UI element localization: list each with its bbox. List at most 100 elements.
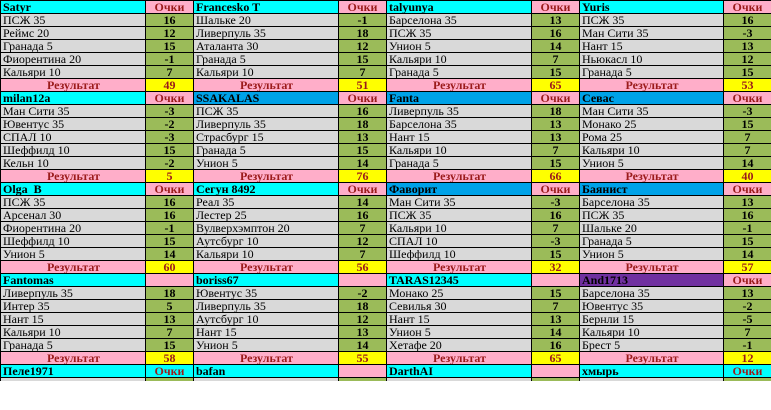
- team-pick-cell[interactable]: Гранада 5: [0, 338, 146, 352]
- points-value-cell[interactable]: 16: [531, 338, 580, 352]
- result-total-cell[interactable]: 60: [145, 260, 194, 274]
- team-pick-cell[interactable]: Гранада 5: [579, 65, 724, 79]
- points-value-cell[interactable]: -3: [145, 104, 194, 118]
- team-pick-cell[interactable]: Гранада 5: [0, 39, 146, 53]
- player-name-cell[interactable]: And1713: [579, 273, 724, 287]
- team-pick-cell[interactable]: Реймс 20: [0, 26, 146, 40]
- result-label-cell[interactable]: Результат: [579, 260, 724, 274]
- points-value-cell[interactable]: 7: [531, 52, 580, 66]
- points-value-cell[interactable]: 13: [338, 325, 387, 339]
- player-name-cell[interactable]: Francesko T: [193, 0, 339, 14]
- result-label-cell[interactable]: Результат: [193, 351, 339, 365]
- team-pick-cell[interactable]: Барселона 35: [579, 195, 724, 209]
- points-value-cell[interactable]: 13: [531, 13, 580, 27]
- player-name-cell[interactable]: Баянист: [579, 182, 724, 196]
- team-pick-cell[interactable]: Фиорентина 20: [0, 52, 146, 66]
- points-value-cell[interactable]: 7: [723, 130, 771, 144]
- team-pick-cell[interactable]: Вулверхэмптон 20: [193, 221, 339, 235]
- team-pick-cell[interactable]: Брест 5: [579, 338, 724, 352]
- team-pick-cell[interactable]: Кальяри 10: [386, 221, 532, 235]
- team-pick-cell[interactable]: Унион 5: [193, 156, 339, 170]
- result-total-cell[interactable]: 55: [338, 351, 387, 365]
- result-total-cell[interactable]: 53: [723, 78, 771, 92]
- result-label-cell[interactable]: Результат: [0, 351, 146, 365]
- points-value-cell[interactable]: 14: [723, 247, 771, 261]
- result-total-cell[interactable]: 12: [723, 351, 771, 365]
- team-pick-cell[interactable]: Севилья 30: [386, 299, 532, 313]
- team-pick-cell[interactable]: Унион 5: [193, 338, 339, 352]
- result-label-cell[interactable]: Результат: [579, 78, 724, 92]
- points-value-cell[interactable]: 16: [338, 208, 387, 222]
- team-pick-cell[interactable]: Ливерпуль 35: [193, 117, 339, 131]
- points-header-cell[interactable]: Очки: [723, 0, 771, 14]
- result-total-cell[interactable]: 58: [145, 351, 194, 365]
- points-value-cell[interactable]: 15: [531, 286, 580, 300]
- points-value-cell[interactable]: 12: [723, 52, 771, 66]
- points-header-cell[interactable]: Очки: [723, 91, 771, 105]
- team-pick-cell[interactable]: Шальке 20: [193, 13, 339, 27]
- team-pick-cell[interactable]: Нант 15: [193, 325, 339, 339]
- points-header-cell[interactable]: Очки: [145, 364, 194, 378]
- team-pick-cell[interactable]: Бернли 15: [579, 312, 724, 326]
- result-total-cell[interactable]: 49: [145, 78, 194, 92]
- team-pick-cell[interactable]: Ливерпуль 35: [0, 286, 146, 300]
- points-value-cell[interactable]: -1: [145, 221, 194, 235]
- team-pick-cell[interactable]: ПСЖ 35: [0, 13, 146, 27]
- points-value-cell[interactable]: -3: [723, 104, 771, 118]
- team-pick-cell[interactable]: Ливерпуль 35: [386, 104, 532, 118]
- player-name-cell[interactable]: Пеле1971: [0, 364, 146, 378]
- points-value-cell[interactable]: -3: [145, 130, 194, 144]
- points-header-cell[interactable]: Очки: [531, 91, 580, 105]
- player-name-cell[interactable]: Yuris: [579, 0, 724, 14]
- team-pick-cell[interactable]: Шеффилд 10: [0, 234, 146, 248]
- result-total-cell[interactable]: 40: [723, 169, 771, 183]
- points-value-cell[interactable]: 7: [338, 247, 387, 261]
- team-pick-cell[interactable]: Барселона 35: [386, 117, 532, 131]
- team-pick-cell[interactable]: [579, 377, 724, 381]
- points-value-cell[interactable]: 13: [723, 39, 771, 53]
- points-value-cell[interactable]: 14: [723, 156, 771, 170]
- result-total-cell[interactable]: 51: [338, 78, 387, 92]
- result-label-cell[interactable]: Результат: [0, 78, 146, 92]
- points-value-cell[interactable]: [723, 377, 771, 381]
- result-total-cell[interactable]: 56: [338, 260, 387, 274]
- team-pick-cell[interactable]: Гранада 5: [579, 234, 724, 248]
- player-name-cell[interactable]: Сегун 8492: [193, 182, 339, 196]
- points-value-cell[interactable]: 18: [531, 104, 580, 118]
- team-pick-cell[interactable]: Кальяри 10: [193, 65, 339, 79]
- result-total-cell[interactable]: 65: [531, 78, 580, 92]
- team-pick-cell[interactable]: Ювентус 35: [579, 299, 724, 313]
- team-pick-cell[interactable]: Унион 5: [579, 247, 724, 261]
- team-pick-cell[interactable]: Хетафе 20: [386, 338, 532, 352]
- points-value-cell[interactable]: 16: [145, 208, 194, 222]
- points-value-cell[interactable]: -1: [338, 13, 387, 27]
- points-value-cell[interactable]: 18: [338, 117, 387, 131]
- points-value-cell[interactable]: 16: [338, 104, 387, 118]
- team-pick-cell[interactable]: Страсбург 15: [193, 130, 339, 144]
- team-pick-cell[interactable]: Аутсбург 10: [193, 312, 339, 326]
- team-pick-cell[interactable]: Кальяри 10: [386, 52, 532, 66]
- team-pick-cell[interactable]: Ювентус 35: [0, 117, 146, 131]
- player-name-cell[interactable]: Olga B: [0, 182, 146, 196]
- result-label-cell[interactable]: Результат: [386, 351, 532, 365]
- team-pick-cell[interactable]: Шальке 20: [579, 221, 724, 235]
- player-name-cell[interactable]: хмырь: [579, 364, 724, 378]
- points-value-cell[interactable]: 15: [723, 234, 771, 248]
- team-pick-cell[interactable]: Унион 5: [386, 325, 532, 339]
- player-name-cell[interactable]: SSAKALAS: [193, 91, 339, 105]
- points-value-cell[interactable]: 15: [531, 65, 580, 79]
- points-header-cell[interactable]: Очки: [145, 182, 194, 196]
- team-pick-cell[interactable]: Аутсбург 10: [193, 234, 339, 248]
- points-value-cell[interactable]: 15: [145, 39, 194, 53]
- points-value-cell[interactable]: 13: [531, 117, 580, 131]
- points-value-cell[interactable]: 18: [145, 286, 194, 300]
- points-value-cell[interactable]: -1: [723, 338, 771, 352]
- team-pick-cell[interactable]: Ювентус 35: [193, 286, 339, 300]
- points-value-cell[interactable]: -2: [145, 117, 194, 131]
- team-pick-cell[interactable]: Ливерпуль 35: [193, 299, 339, 313]
- points-value-cell[interactable]: 15: [145, 234, 194, 248]
- points-value-cell[interactable]: 14: [338, 195, 387, 209]
- team-pick-cell[interactable]: Шеффилд 10: [386, 247, 532, 261]
- team-pick-cell[interactable]: ПСЖ 35: [386, 26, 532, 40]
- points-value-cell[interactable]: 13: [723, 195, 771, 209]
